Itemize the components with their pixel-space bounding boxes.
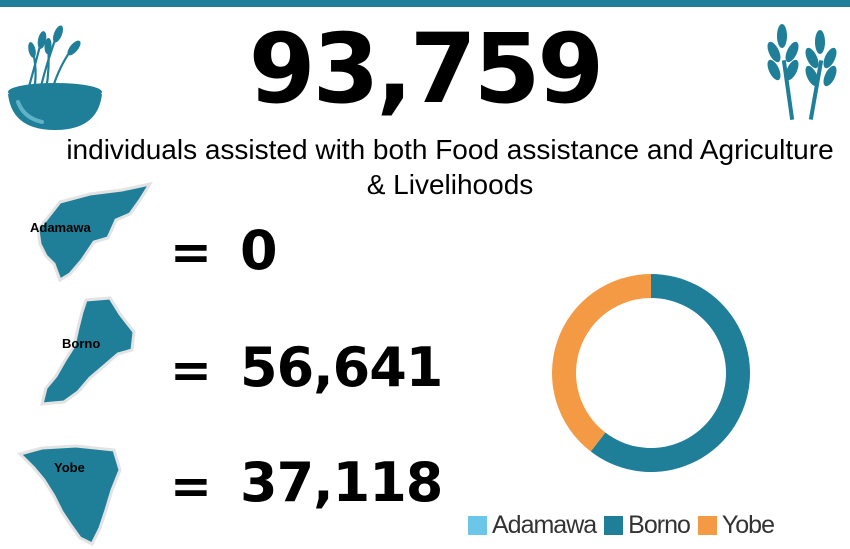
borno-map: Borno bbox=[40, 296, 136, 406]
adamawa-equals: = bbox=[170, 223, 212, 281]
yobe-label: Yobe bbox=[54, 460, 85, 475]
legend-item-adamawa: Adamawa bbox=[468, 511, 597, 540]
donut-slice-borno bbox=[590, 274, 750, 472]
donut-slice-yobe bbox=[552, 274, 651, 452]
borno-equals: = bbox=[170, 341, 212, 399]
borno-value: 56,641 bbox=[240, 336, 443, 399]
food-bowl-icon bbox=[8, 25, 102, 130]
adamawa-label: Adamawa bbox=[30, 220, 91, 235]
yobe-value: 37,118 bbox=[240, 451, 443, 514]
legend-item-yobe: Yobe bbox=[697, 511, 775, 540]
wheat-icon bbox=[767, 24, 837, 120]
legend-label-borno: Borno bbox=[628, 511, 691, 539]
adamawa-map: Adamawa bbox=[30, 181, 154, 283]
legend-label-adamawa: Adamawa bbox=[492, 511, 597, 539]
yobe-equals: = bbox=[170, 457, 212, 515]
legend-item-borno: Borno bbox=[604, 511, 691, 540]
top-accent-bar bbox=[0, 0, 850, 7]
borno-label: Borno bbox=[62, 336, 100, 351]
legend-label-yobe: Yobe bbox=[721, 511, 775, 539]
adamawa-value: 0 bbox=[240, 219, 278, 282]
legend-swatch-adamawa bbox=[468, 516, 487, 535]
yobe-map: Yobe bbox=[17, 444, 122, 547]
legend-swatch-yobe bbox=[697, 516, 717, 535]
total-individuals: 93,759 bbox=[248, 13, 604, 125]
subtitle: individuals assisted with both Food assi… bbox=[66, 134, 834, 200]
legend-swatch-borno bbox=[604, 516, 624, 535]
donut-chart bbox=[552, 274, 750, 472]
chart-legend: Adamawa Borno Yobe bbox=[468, 511, 782, 540]
